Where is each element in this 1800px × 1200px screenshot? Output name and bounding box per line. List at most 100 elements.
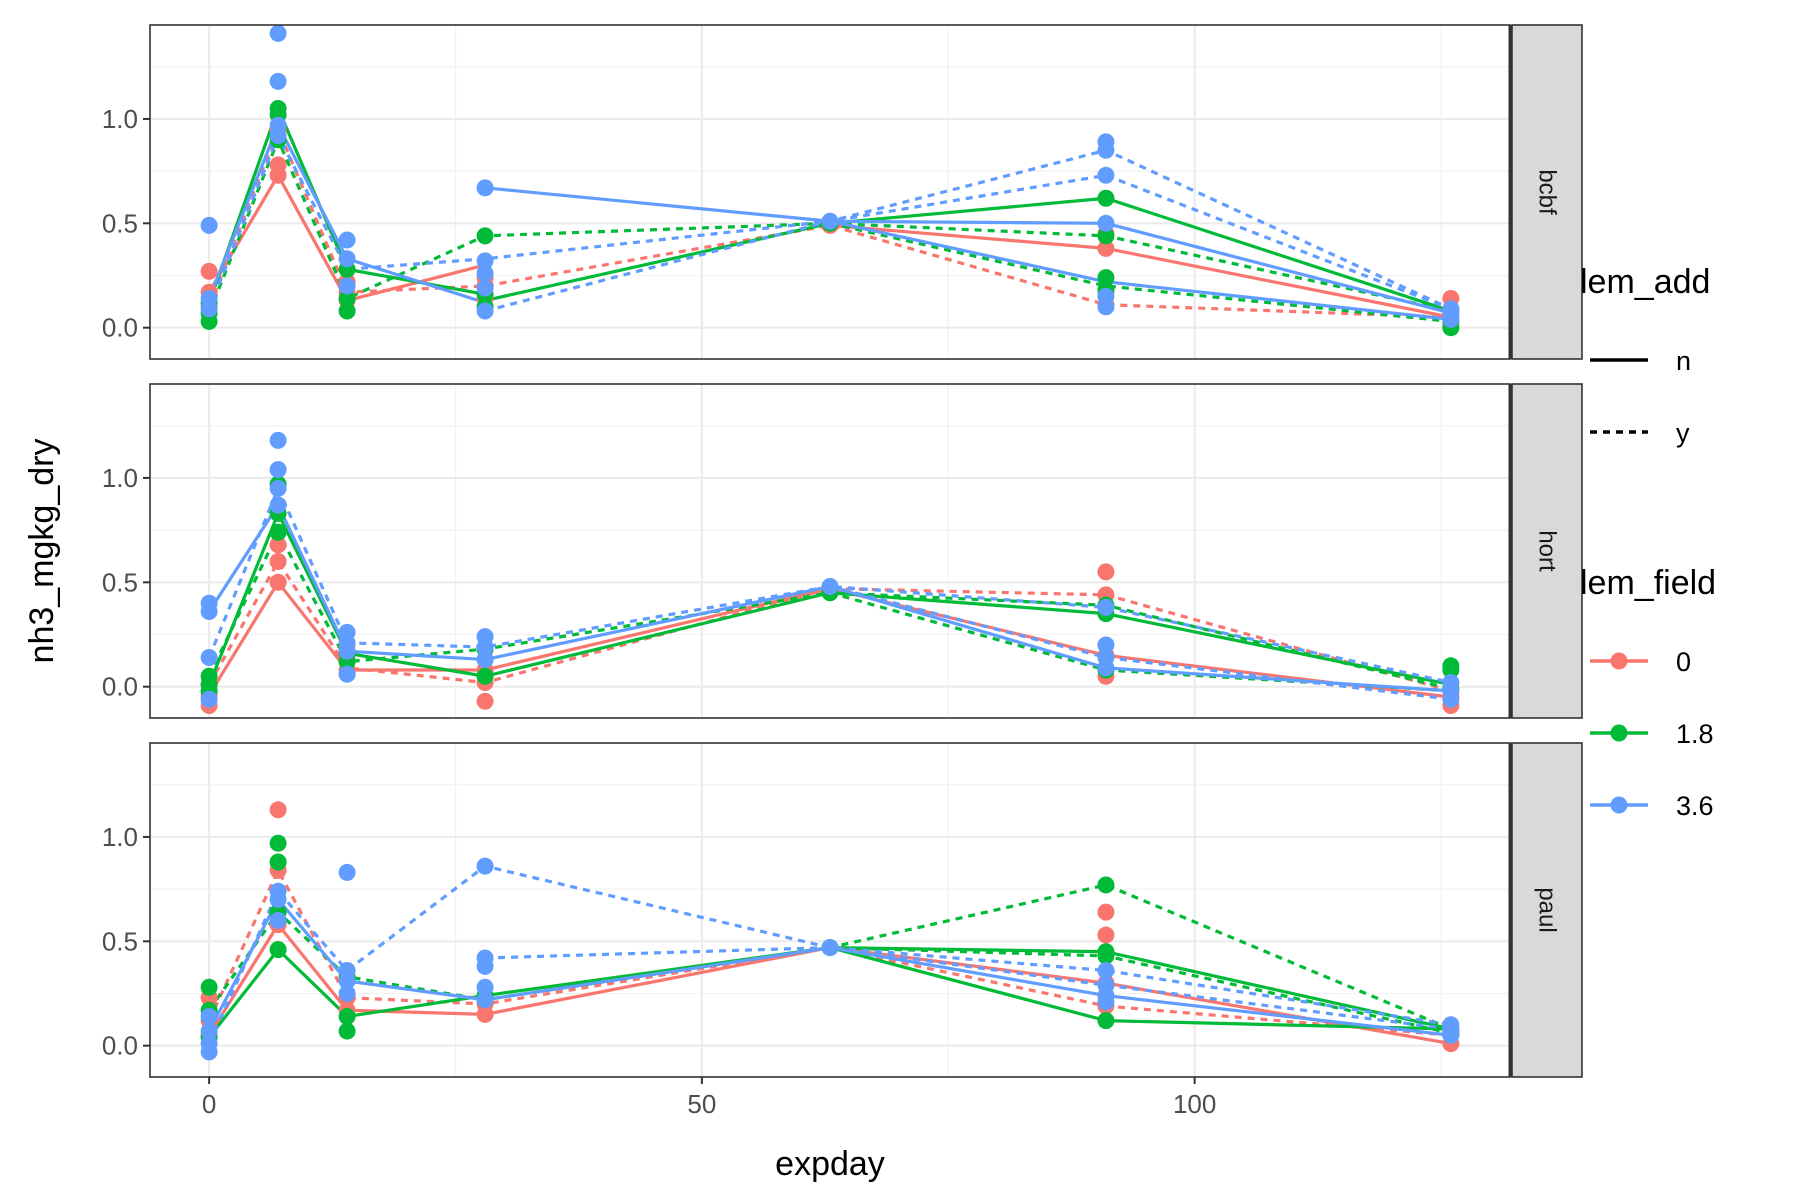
data-point-1-8: [269, 853, 287, 871]
data-point-3-6: [200, 1007, 218, 1025]
y-axis-title: nh3_mgkg_dry: [23, 439, 61, 664]
data-point-3-6: [338, 277, 356, 295]
x-tick-label: 100: [1173, 1089, 1216, 1119]
y-tick-label: 0.0: [102, 672, 138, 702]
series-line-3-6-n: [484, 186, 1452, 315]
data-point-3-6: [200, 648, 218, 666]
data-point-3-6: [476, 179, 494, 197]
data-point-3-6: [338, 863, 356, 881]
x-tick-label: 0: [202, 1089, 216, 1119]
data-point-3-6: [476, 957, 494, 975]
data-point-3-6: [269, 431, 287, 449]
data-point-1-8: [338, 289, 356, 307]
facet-strip: [1511, 24, 1583, 360]
data-point-1-8: [269, 941, 287, 959]
data-point-3-6: [476, 857, 494, 875]
data-point-3-6: [269, 496, 287, 514]
data-point-1-8: [1442, 661, 1460, 679]
data-point-3-6: [1442, 1026, 1460, 1044]
x-axis-title: expday: [775, 1145, 885, 1183]
data-points: [200, 25, 1460, 337]
data-point-3-6: [1097, 962, 1115, 980]
data-point-1-8: [200, 676, 218, 694]
y-tick-label: 0.5: [102, 926, 138, 956]
facet-strip-label: paul: [1534, 887, 1561, 932]
data-point-3-6: [1442, 690, 1460, 708]
data-point-0: [269, 801, 287, 819]
data-point-1-8: [338, 302, 356, 320]
data-points: [200, 801, 1460, 1061]
series-line-3-6-n: [207, 123, 486, 305]
data-point-1-8: [269, 523, 287, 541]
data-point-3-6: [1097, 636, 1115, 654]
data-point-3-6: [338, 985, 356, 1002]
data-point-3-6: [476, 302, 494, 320]
data-point-3-6: [476, 279, 494, 297]
data-point-3-6: [1097, 993, 1115, 1011]
legend-label-y: y: [1676, 418, 1690, 448]
data-point-3-6: [200, 216, 218, 234]
data-point-3-6: [1097, 141, 1115, 159]
data-point-3-6: [338, 250, 356, 268]
data-point-0: [1097, 563, 1115, 581]
data-point-3-6: [269, 127, 287, 145]
data-point-0: [476, 692, 494, 710]
data-point-3-6: [821, 212, 839, 230]
data-point-3-6: [476, 252, 494, 270]
data-point-0: [1097, 926, 1115, 944]
data-point-3-6: [476, 991, 494, 1009]
data-point-3-6: [1097, 166, 1115, 184]
series-line-3-6-y: [829, 584, 1452, 701]
data-point-3-6: [338, 665, 356, 683]
data-point-3-6: [476, 638, 494, 656]
y-tick-label: 1.0: [102, 822, 138, 852]
data-point-3-6: [200, 1043, 218, 1061]
data-point-1-8: [476, 667, 494, 685]
data-point-3-6: [269, 891, 287, 909]
data-point-3-6: [1097, 659, 1115, 677]
legend-label-1-8: 1.8: [1676, 719, 1714, 749]
x-axis: 0 50 100: [202, 1077, 1216, 1119]
y-tick-label: 0.5: [102, 567, 138, 597]
data-point-1-8: [338, 1022, 356, 1040]
data-point-3-6: [269, 911, 287, 929]
data-points: [200, 431, 1460, 714]
series-line-3-6-y: [484, 173, 1452, 313]
data-point-3-6: [476, 264, 494, 282]
data-point-3-6: [269, 461, 287, 479]
series-line-3-6-y: [485, 945, 1452, 1027]
data-point-3-6: [821, 577, 839, 595]
panel-background: [150, 743, 1510, 1077]
data-point-3-6: [338, 642, 356, 660]
series-line-1-8-n: [484, 196, 1452, 313]
y-tick-label: 0.0: [102, 1031, 138, 1061]
data-point-3-6: [476, 978, 494, 996]
data-point-3-6: [1097, 214, 1115, 232]
data-point-0: [269, 166, 287, 184]
y-tick-label: 1.0: [102, 104, 138, 134]
data-point-3-6: [338, 231, 356, 249]
data-point-0: [1097, 903, 1115, 921]
panel-paul: 0.0 0.5 1.0 paul: [102, 742, 1583, 1078]
data-point-1-8: [1097, 1012, 1115, 1030]
data-point-3-6: [1442, 310, 1460, 328]
legend-key-point: [1610, 652, 1628, 670]
data-point-3-6: [200, 603, 218, 621]
data-point-3-6: [1097, 298, 1115, 316]
panel-bcbf: 0.0 0.5 1.0 bcbf: [102, 24, 1583, 360]
y-tick-label: 0.5: [102, 208, 138, 238]
data-point-3-6: [200, 1022, 218, 1040]
data-point-1-8: [1097, 876, 1115, 894]
facet-strip: [1511, 742, 1583, 1078]
panels-layer: 0.0 0.5 1.0 bcbf 0.0 0.5 1.0 hort 0.0 0.5 1.0 paul: [102, 24, 1583, 1078]
data-point-1-8: [1097, 189, 1115, 207]
facet-strip-label: bcbf: [1534, 169, 1561, 215]
x-tick-label: 50: [687, 1089, 716, 1119]
data-point-1-8: [269, 834, 287, 852]
data-point-0: [269, 552, 287, 570]
data-point-3-6: [200, 690, 218, 708]
data-point-3-6: [338, 972, 356, 990]
y-tick-label: 1.0: [102, 463, 138, 493]
legend-key-point: [1610, 796, 1628, 814]
